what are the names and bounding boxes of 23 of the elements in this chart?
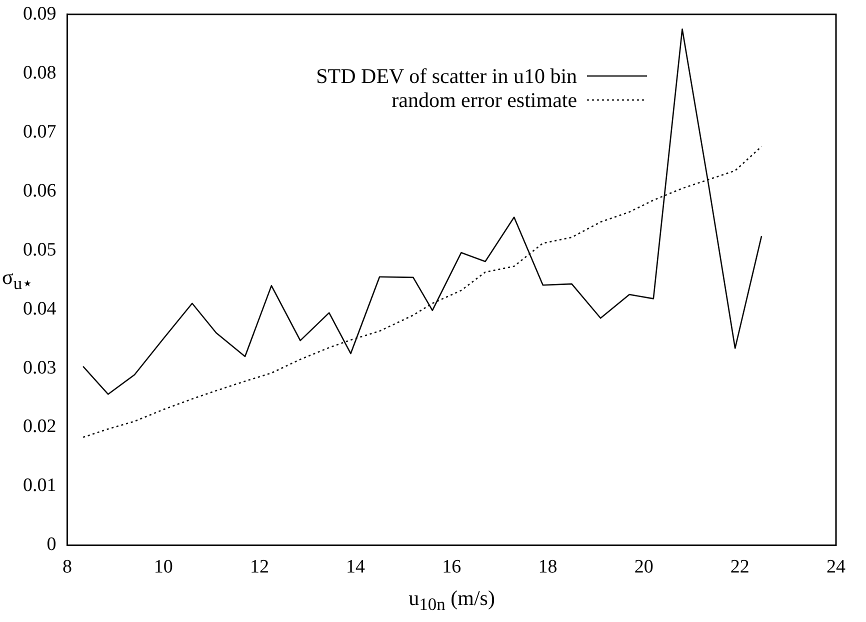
- y-tick-label: 0.09: [23, 3, 56, 24]
- x-tick-label: 24: [826, 556, 846, 578]
- y-tick-label: 0.03: [23, 357, 56, 378]
- y-tick-label: 0.05: [23, 239, 56, 260]
- x-tick-label: 18: [538, 556, 558, 578]
- x-tick-label: 12: [250, 556, 269, 578]
- x-axis-title: u$_{10n}$ (m/s): [408, 586, 495, 616]
- x-tick-label: 10: [154, 556, 173, 578]
- x-tick-label: 8: [62, 556, 72, 578]
- y-tick-label: 0.01: [23, 475, 56, 496]
- x-tick-label: 16: [442, 556, 462, 578]
- x-tick-label: 20: [634, 556, 654, 578]
- y-tick-label: 0.08: [23, 62, 56, 84]
- y-tick-label: 0.06: [23, 180, 56, 202]
- y-tick-label: 0: [46, 534, 56, 556]
- x-tick-label: 14: [346, 556, 366, 578]
- legend-label: STD DEV of scatter in u10 bin: [316, 64, 578, 89]
- x-tick-label: 22: [730, 556, 750, 578]
- y-tick-label: 0.04: [23, 298, 57, 320]
- y-axis-title: σ$_{u⋆}$: [2, 265, 34, 294]
- y-tick-label: 0.07: [23, 121, 56, 142]
- y-tick-label: 0.02: [23, 416, 56, 438]
- legend-label: random error estimate: [392, 88, 578, 113]
